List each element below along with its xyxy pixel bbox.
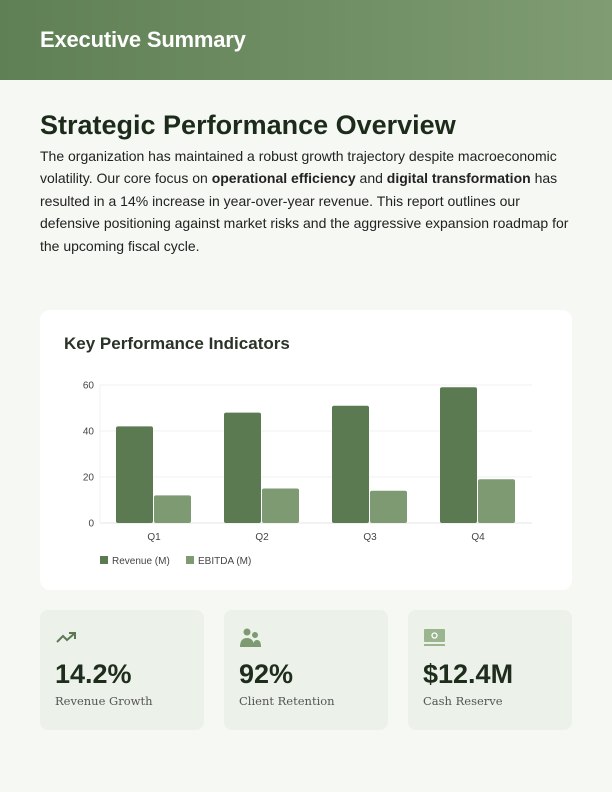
kpi-client-retention: 92% Client Retention [224,610,388,730]
y-tick-label: 0 [88,519,94,530]
intro-text: The organization has maintained a robust… [40,148,557,187]
intro-bold: operational efficiency [211,170,356,187]
x-tick-label: Q3 [363,532,377,543]
kpi-label: Cash Reserve [423,694,503,708]
intro-bold: digital transformation [386,170,531,187]
intro-paragraph: The organization has maintained a robust… [40,145,570,257]
bar-q3-ebitda [370,490,407,523]
bar-q2-revenue [224,412,261,523]
y-tick-label: 60 [83,381,95,392]
header-banner: Executive Summary [0,0,612,80]
kpi-label: Revenue Growth [55,694,153,708]
chart-title: Key Performance Indicators [64,334,290,353]
x-tick-label: Q1 [147,532,161,543]
legend-swatch [186,556,194,564]
kpi-label: Client Retention [239,694,335,708]
intro-text: and [355,170,387,187]
legend-swatch [100,556,108,564]
bar-q1-ebitda [154,495,191,523]
page-title: Strategic Performance Overview [40,110,456,140]
bar-q3-revenue [332,405,369,523]
bar-q2-ebitda [262,488,299,523]
x-tick-label: Q4 [471,532,485,543]
x-tick-label: Q2 [255,532,269,543]
kpi-value: 14.2% [55,659,132,689]
header-title: Executive Summary [40,27,246,52]
intro-text: has resulted in a 14% increase in year-o… [40,170,569,254]
trending-up-icon [56,632,76,643]
money-icon [424,629,445,646]
kpi-value: $12.4M [423,659,514,689]
y-tick-label: 40 [83,427,95,438]
legend-label: Revenue (M) [112,556,170,567]
kpi-value: 92% [239,659,294,689]
kpi-revenue-growth: 14.2% Revenue Growth [40,610,204,730]
bar-q1-revenue [116,426,153,523]
bar-q4-ebitda [478,479,515,523]
kpi-chart-card: Key Performance Indicators 0 20 40 60 Q1 Q2 Q3… [40,310,572,590]
y-tick-label: 20 [83,473,95,484]
kpi-cash-reserve: $12.4M Cash Reserve [408,610,572,730]
users-icon [240,628,261,647]
bar-chart: 0 20 40 60 Q1 Q2 Q3 Q4 Revenue (M) EBITDA (M) [83,381,532,567]
legend-label: EBITDA (M) [198,556,251,567]
bar-q4-revenue [440,387,477,523]
